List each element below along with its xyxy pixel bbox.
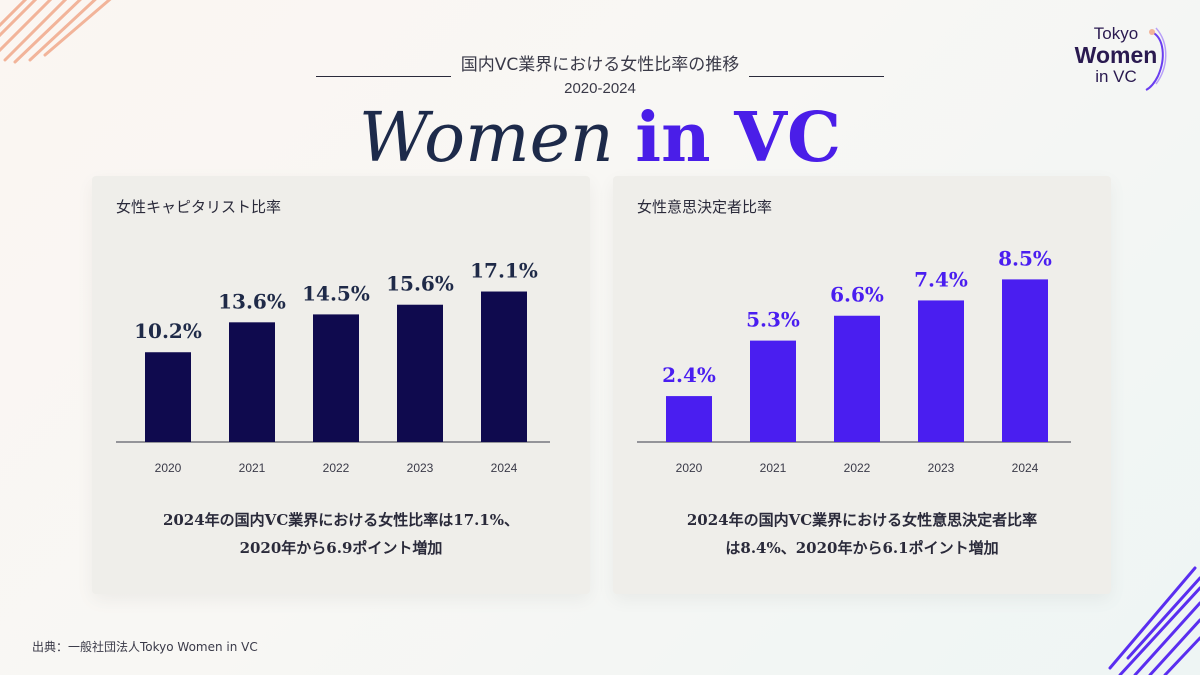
title-women: Women	[358, 99, 614, 178]
x-tick-label-2024: 2024	[491, 461, 518, 475]
tokyo-women-in-vc-logo: Tokyo Women in VC	[1060, 24, 1172, 94]
data-label-2022: 14.5%	[302, 281, 370, 305]
caption-line-1: 2024年の国内VC業界における女性意思決定者比率	[686, 511, 1038, 529]
title-in-vc: in VC	[635, 98, 842, 178]
data-label-2024: 8.5%	[998, 246, 1052, 270]
bar-2020	[666, 396, 712, 442]
x-tick-label-2020: 2020	[676, 461, 703, 475]
caption-line-2: 2020年から6.9ポイント増加	[239, 539, 443, 557]
bar-2024	[481, 291, 527, 442]
page-title: Women in VC	[0, 98, 1200, 179]
caption-line-1: 2024年の国内VC業界における女性比率は17.1%、	[162, 511, 520, 529]
decision-maker-ratio-chart: 2.4% 2020 5.3% 2021 6.6% 2022 7.4% 2023 8.5% 2024	[637, 246, 1071, 475]
orange-scribble-decoration	[0, 0, 112, 64]
bar-2023	[397, 304, 443, 442]
header: 国内VC業界における女性比率の推移 2020-2024 Women in VC	[0, 0, 1200, 180]
data-label-2023: 7.4%	[914, 267, 968, 291]
bar-2021	[750, 340, 796, 442]
bar-2020	[145, 352, 191, 442]
bar-2023	[918, 300, 964, 442]
decision-maker-ratio-panel: 女性意思決定者比率 2.4% 2020 5.3% 2021 6.6% 2022 7.4% 20…	[613, 176, 1111, 594]
source-citation: 出典：一般社団法人Tokyo Women in VC	[32, 640, 258, 654]
logo-line-2: Women	[1074, 42, 1158, 68]
x-tick-label-2020: 2020	[155, 461, 182, 475]
panel-caption: 2024年の国内VC業界における女性比率は17.1%、 2020年から6.9ポイ…	[92, 506, 590, 562]
x-tick-label-2021: 2021	[760, 461, 787, 475]
year-range: 2020-2024	[564, 80, 636, 97]
data-label-2021: 13.6%	[218, 289, 286, 313]
x-tick-label-2022: 2022	[844, 461, 871, 475]
data-label-2023: 15.6%	[386, 272, 454, 296]
data-label-2022: 6.6%	[830, 283, 884, 307]
logo-wordmark: Tokyo Women in VC	[1068, 24, 1164, 86]
data-label-2024: 17.1%	[470, 259, 538, 283]
subtitle-text: 国内VC業界における女性比率の推移	[460, 55, 740, 75]
capitalist-ratio-panel: 女性キャピタリスト比率 10.2% 2020 13.6% 2021 14.5% 2022 1…	[92, 176, 590, 594]
x-tick-label-2024: 2024	[1012, 461, 1039, 475]
logo-swirl-icon	[1145, 27, 1167, 91]
x-tick-label-2023: 2023	[928, 461, 955, 475]
x-tick-label-2023: 2023	[407, 461, 434, 475]
data-label-2020: 10.2%	[134, 319, 202, 343]
bar-2024	[1002, 279, 1048, 442]
purple-scribble-decoration	[1108, 566, 1200, 675]
caption-line-2: は8.4%、2020年から6.1ポイント増加	[725, 539, 999, 557]
x-tick-label-2021: 2021	[239, 461, 266, 475]
capitalist-ratio-chart: 10.2% 2020 13.6% 2021 14.5% 2022 15.6% 2023 17.1…	[116, 259, 550, 475]
bar-2021	[229, 322, 275, 442]
data-label-2021: 5.3%	[746, 308, 800, 332]
panel-title: 女性キャピタリスト比率	[116, 198, 282, 216]
panel-caption: 2024年の国内VC業界における女性意思決定者比率 は8.4%、2020年から6…	[613, 506, 1111, 562]
x-tick-label-2022: 2022	[323, 461, 350, 475]
bar-2022	[313, 314, 359, 442]
subtitle-right-rule	[748, 75, 884, 77]
data-label-2020: 2.4%	[662, 363, 716, 387]
page-subtitle: 国内VC業界における女性比率の推移	[0, 50, 1200, 77]
subtitle-left-rule	[316, 75, 452, 77]
bar-2022	[834, 315, 880, 442]
logo-line-1: Tokyo	[1093, 24, 1139, 43]
logo-line-3: in VC	[1095, 67, 1137, 86]
panel-title: 女性意思決定者比率	[637, 198, 773, 216]
